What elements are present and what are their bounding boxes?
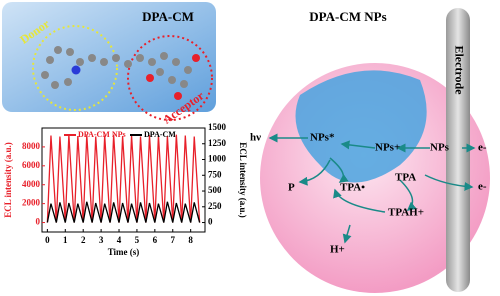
tpah: TPAH+ [388, 207, 424, 219]
product: P [288, 182, 295, 194]
y-tick-label: 2000 [22, 198, 41, 208]
x-tick-label: 3 [99, 235, 104, 245]
y2-axis-label: ECL intensity (a.u.) [238, 142, 248, 218]
x-tick-label: 4 [117, 235, 122, 245]
x-tick-label: 5 [135, 235, 140, 245]
y-tick-label: 4000 [22, 179, 41, 189]
ecl-chart: 0 1 2 3 4 5 6 7 8 0 2000 4000 6000 8000 0 250 500 750 1000… [3, 122, 248, 257]
x-tick-label: 8 [188, 235, 193, 245]
x-tick-label: 2 [81, 235, 86, 245]
series-line [46, 134, 201, 223]
arrows [268, 133, 476, 244]
molecule-panel: DPA-CM Donor Acceptor [2, 2, 216, 127]
y2-tick-label: 750 [208, 169, 222, 179]
electron: e- [478, 181, 487, 193]
tpa: TPA [395, 172, 416, 184]
plot-frame [41, 127, 206, 233]
y2-tick-label: 250 [208, 201, 222, 211]
x-tick-label: 1 [63, 235, 68, 245]
x-axis-label: Time (s) [108, 247, 140, 257]
molecule-title: DPA-CM [142, 9, 194, 24]
nps-excited: NPs* [310, 132, 335, 144]
y-axis-label: ECL intensity (a.u.) [3, 142, 13, 218]
y2-tick-label: 1000 [208, 154, 227, 164]
acceptor-ring [127, 35, 213, 121]
y2-tick-label: 0 [208, 217, 213, 227]
nps-cation: NPs+ [375, 142, 400, 154]
x-tick-label: 0 [45, 235, 50, 245]
donor-ring [32, 25, 118, 111]
scheme: DPA-CM NPs Electrode hν NPs* NPs+ NPs e-… [250, 8, 490, 293]
x-tick-label: 6 [153, 235, 158, 245]
electrode-label: Electrode [452, 45, 466, 95]
y2-tick-label: 500 [208, 185, 222, 195]
y-tick-label: 0 [36, 217, 41, 227]
y-tick-label: 6000 [22, 160, 41, 170]
y2-tick-label: 1500 [208, 122, 227, 132]
scheme-title: DPA-CM NPs [309, 9, 386, 24]
tpa-radical: TPA• [340, 182, 365, 194]
electron: e- [478, 142, 487, 154]
legend-label: DPA-CM [144, 130, 176, 139]
molecule [41, 46, 200, 100]
core [295, 70, 427, 183]
nps: NPs [430, 142, 450, 154]
proton: H+ [330, 244, 345, 256]
electrode [446, 8, 470, 292]
legend-label: DPA-CM NPs [78, 130, 126, 139]
hv-label: hν [250, 132, 261, 144]
x-tick-label: 7 [171, 235, 176, 245]
y-tick-label: 8000 [22, 141, 41, 151]
series-line [46, 201, 201, 223]
y2-tick-label: 1250 [208, 138, 227, 148]
